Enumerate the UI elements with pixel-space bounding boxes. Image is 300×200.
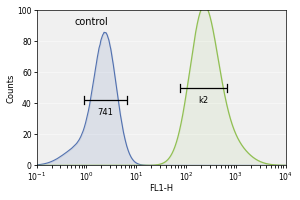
Y-axis label: Counts: Counts xyxy=(7,73,16,103)
Text: control: control xyxy=(74,17,108,27)
Text: 741: 741 xyxy=(98,108,114,117)
Text: k2: k2 xyxy=(198,96,208,105)
X-axis label: FL1-H: FL1-H xyxy=(149,184,173,193)
